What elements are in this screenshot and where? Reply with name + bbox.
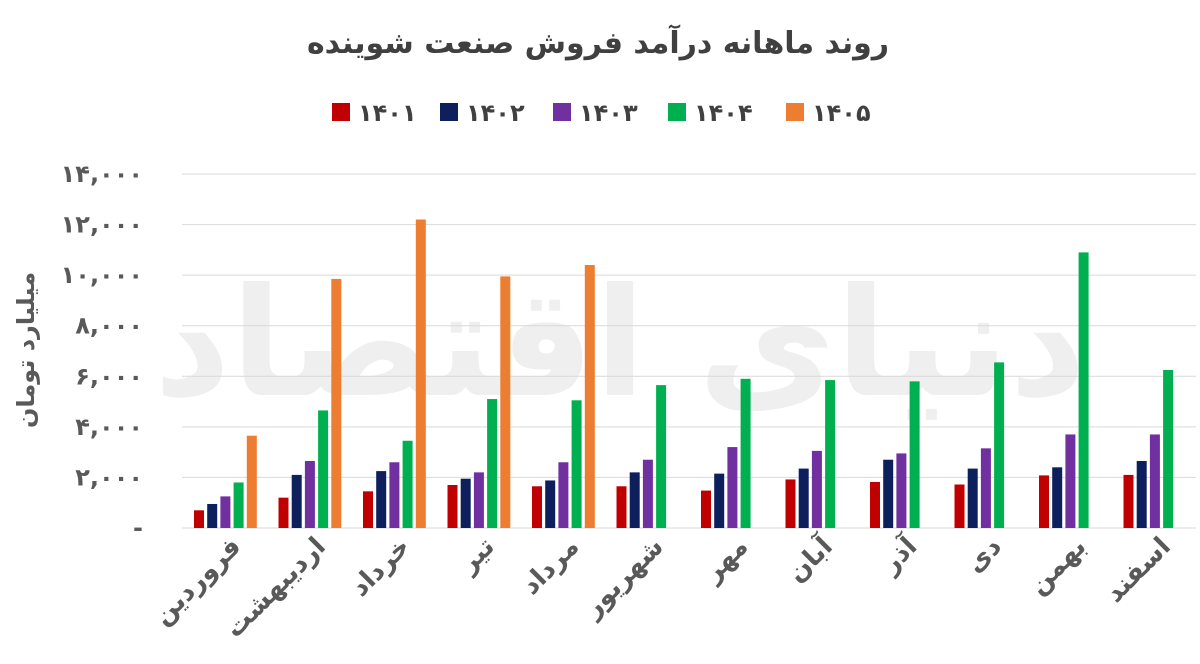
- bar: [1163, 369, 1174, 528]
- legend-label: ۱۴۰۳: [579, 99, 638, 127]
- bar: [727, 447, 738, 528]
- bar: [1123, 474, 1134, 528]
- bar: [558, 462, 569, 528]
- bar: [487, 399, 498, 528]
- x-tick-label: خرداد: [345, 532, 416, 603]
- bar: [376, 471, 387, 528]
- bar: [1052, 467, 1063, 528]
- legend-label: ۱۴۰۱: [358, 99, 417, 127]
- bar: [967, 468, 978, 528]
- bar: [500, 276, 511, 528]
- legend-swatch: [440, 103, 458, 121]
- bar: [798, 468, 809, 528]
- bar: [825, 380, 836, 528]
- bar: [318, 410, 329, 528]
- bar: [278, 497, 289, 528]
- bar: [870, 481, 880, 528]
- bar: [415, 219, 426, 528]
- bar: [584, 265, 595, 528]
- watermark: دنیای اقتصاد: [154, 257, 1087, 431]
- chart-title: روند ماهانه درآمد فروش صنعت شوینده: [307, 24, 889, 61]
- x-tick-label: آذر: [873, 530, 924, 581]
- bar: [714, 473, 725, 528]
- bar: [1039, 475, 1049, 528]
- gridlines: [182, 173, 1196, 529]
- x-tick-label: تیر: [452, 532, 500, 580]
- legend-swatch: [786, 103, 804, 121]
- y-tick-label: ۱۴,۰۰۰: [61, 160, 143, 188]
- x-tick-label: مرداد: [516, 532, 585, 601]
- x-tick-label: دی: [960, 532, 1007, 579]
- bar: [532, 486, 542, 528]
- y-tick-label: -: [133, 514, 143, 542]
- y-axis: - ۲,۰۰۰ ۴,۰۰۰ ۶,۰۰۰ ۸,۰۰۰ ۱۰,۰۰۰ ۱۲,۰۰۰ ۱۴,۰۰۰: [61, 160, 143, 542]
- bar: [909, 381, 920, 528]
- bar: [447, 485, 458, 528]
- y-axis-label: میلیارد تومان: [12, 272, 40, 428]
- legend-label: ۱۴۰۵: [812, 99, 871, 127]
- y-tick-label: ۸,۰۰۰: [75, 312, 143, 340]
- x-tick-label: مهر: [697, 532, 755, 590]
- bar: [571, 400, 582, 528]
- bar: [389, 462, 400, 528]
- bar: [363, 491, 373, 528]
- y-tick-label: ۱۰,۰۰۰: [61, 261, 143, 289]
- bar: [220, 496, 231, 528]
- x-tick-label: بهمن: [1023, 532, 1092, 601]
- bar: [207, 503, 218, 528]
- bar: [811, 450, 822, 528]
- bar: [896, 453, 907, 528]
- bar: [304, 460, 315, 528]
- legend-swatch: [553, 103, 571, 121]
- bar: [460, 478, 471, 528]
- bar: [954, 484, 965, 528]
- bar: [656, 385, 667, 528]
- bar: [331, 278, 342, 528]
- bar: [233, 482, 244, 528]
- legend-label: ۱۴۰۲: [466, 99, 525, 127]
- bar: [246, 435, 257, 528]
- bar: [994, 362, 1005, 528]
- bar: [980, 448, 991, 528]
- y-tick-label: ۶,۰۰۰: [75, 362, 143, 390]
- bar: [545, 480, 556, 528]
- bar: [402, 440, 413, 528]
- x-tick-label: آبان: [780, 530, 839, 589]
- bar: [629, 472, 640, 528]
- bar: [194, 510, 204, 528]
- bars: [194, 219, 1174, 528]
- legend-swatch: [332, 103, 350, 121]
- bar: [1149, 434, 1160, 528]
- bar: [1136, 460, 1147, 528]
- bar: [473, 472, 484, 528]
- bar: [291, 474, 302, 528]
- bar: [642, 459, 653, 528]
- legend-swatch: [668, 103, 686, 121]
- y-tick-label: ۱۲,۰۰۰: [61, 211, 143, 239]
- x-tick-label: شهریور: [576, 532, 669, 625]
- bar: [1078, 252, 1089, 528]
- legend: ۱۴۰۱ ۱۴۰۲ ۱۴۰۳ ۱۴۰۴ ۱۴۰۵: [332, 99, 871, 127]
- bar: [740, 378, 751, 528]
- legend-label: ۱۴۰۴: [694, 99, 753, 127]
- x-tick-label: اسفند: [1100, 532, 1177, 609]
- y-tick-label: ۴,۰۰۰: [75, 413, 143, 441]
- bar: [1065, 434, 1076, 528]
- y-tick-label: ۲,۰۰۰: [75, 463, 143, 491]
- bar: [701, 490, 711, 528]
- bar: [616, 486, 627, 528]
- bar: [883, 459, 894, 528]
- bar: [785, 479, 796, 528]
